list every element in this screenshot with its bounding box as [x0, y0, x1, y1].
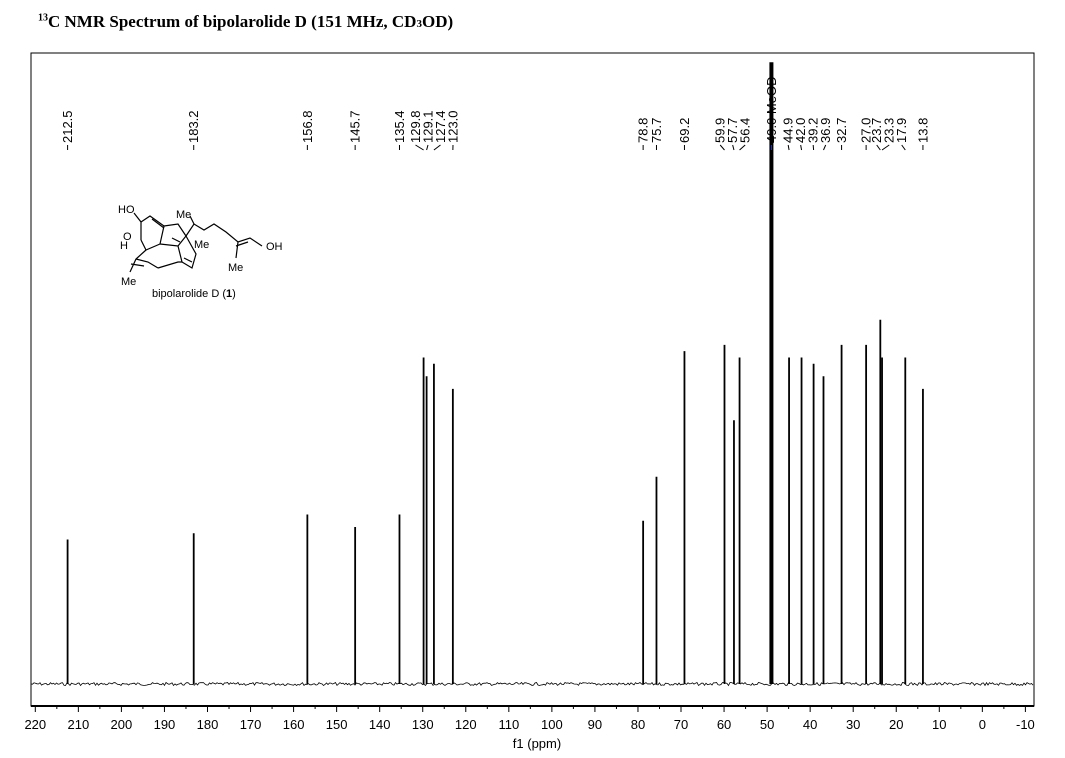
peak-label: 32.7	[834, 118, 849, 143]
peak-label: 57.7	[725, 118, 740, 143]
peak-label: 49.0 MeOD	[764, 77, 779, 143]
peak-label-leader	[433, 144, 441, 151]
peak-label: 78.8	[636, 118, 651, 143]
structure-bond	[135, 258, 159, 269]
peak-label-leader	[823, 144, 827, 151]
x-tick-label: 80	[631, 717, 645, 732]
peak-label: 145.7	[348, 110, 363, 143]
x-tick-label: 200	[111, 717, 133, 732]
peak-label-leader	[800, 144, 803, 151]
x-tick-label: 160	[283, 717, 305, 732]
peak-labels: 212.5 183.2 156.8 145.7 135.4 129.8129.1127.4…	[60, 77, 930, 151]
label-me-chain: Me	[228, 262, 243, 274]
peak-label-leader	[787, 144, 790, 151]
x-tick-label: 70	[674, 717, 688, 732]
label-ho: HO	[118, 204, 135, 216]
structure-bond	[140, 215, 165, 251]
x-axis-title: f1 (ppm)	[513, 736, 561, 751]
x-tick-label: 130	[412, 717, 434, 732]
label-me-left: Me	[121, 276, 136, 288]
x-tick-label: 0	[979, 717, 986, 732]
peak-label: 23.3	[882, 118, 897, 143]
peak-label-leader	[426, 144, 429, 151]
peak-label-leader	[732, 144, 735, 151]
peak-label: 59.9	[713, 118, 728, 143]
structure-chain	[185, 223, 263, 247]
title-subscript: 3	[416, 18, 422, 30]
peak-label: 36.9	[818, 118, 833, 143]
x-tick-label: -10	[1016, 717, 1035, 732]
x-tick-label: 50	[760, 717, 774, 732]
peak-label: 156.8	[300, 110, 315, 143]
structure-bond	[157, 261, 182, 269]
structure-bond	[189, 215, 195, 225]
structure-double-bond	[183, 257, 193, 263]
x-tick-label: 190	[154, 717, 176, 732]
label-o-ketone: O	[123, 231, 132, 243]
peak-label-leader	[876, 144, 881, 151]
x-tick-label: 30	[846, 717, 860, 732]
peak-label: 23.7	[869, 118, 884, 143]
compound-label-text: bipolarolide D (	[152, 288, 226, 300]
x-tick-label: 10	[932, 717, 946, 732]
peak-label: 129.1	[420, 110, 435, 143]
x-tick-label: 100	[541, 717, 563, 732]
peak-label: 183.2	[186, 110, 201, 143]
title-text-a: C NMR Spectrum of bipolarolide D (151 MH…	[48, 12, 417, 31]
x-tick-label: 220	[24, 717, 46, 732]
chart-title: 13C NMR Spectrum of bipolarolide D (151 …	[38, 12, 453, 32]
label-oh: OH	[266, 241, 283, 253]
x-tick-label: 90	[588, 717, 602, 732]
compound-label-end: )	[232, 288, 236, 300]
x-tick-label: 120	[455, 717, 477, 732]
structure-double-bond	[130, 263, 145, 267]
peak-label: 135.4	[392, 110, 407, 143]
structure-bond	[171, 237, 181, 243]
peak-label: 13.8	[915, 118, 930, 143]
isotope-superscript: 13	[38, 12, 48, 24]
x-tick-label: 170	[240, 717, 262, 732]
x-tick-label: 210	[68, 717, 90, 732]
peak-label: 129.8	[408, 110, 423, 143]
peak-lines	[66, 62, 924, 684]
structure-bond	[177, 235, 197, 269]
peak-label: 75.7	[649, 118, 664, 143]
compound-number: 1	[226, 288, 232, 300]
label-h: H	[120, 240, 128, 252]
peak-label: 123.0	[445, 110, 460, 143]
peak-label: 42.0	[793, 118, 808, 143]
x-tick-label: 40	[803, 717, 817, 732]
peak-label: 17.9	[894, 118, 909, 143]
x-tick-label: 150	[326, 717, 348, 732]
peak-label: 127.4	[433, 110, 448, 143]
peak-label: 27.0	[859, 118, 874, 143]
x-tick-label: 140	[369, 717, 391, 732]
peak-label-leader	[881, 144, 890, 151]
compound-label: bipolarolide D (1)	[152, 288, 236, 300]
peak-label-leader	[415, 144, 424, 151]
plot-frame	[30, 52, 1035, 707]
x-tick-label: 180	[197, 717, 219, 732]
x-tick-label: 20	[889, 717, 903, 732]
label-me-mid: Me	[194, 239, 209, 251]
peak-label: 212.5	[60, 110, 75, 143]
peak-label-leader	[739, 144, 746, 151]
label-me-top: Me	[176, 209, 191, 221]
structure-double-bond	[151, 218, 165, 229]
peak-label: 44.9	[781, 118, 796, 143]
peak-label: 69.2	[677, 118, 692, 143]
peak-label-leader	[719, 144, 725, 151]
x-tick-label: 60	[717, 717, 731, 732]
structure-labels: HO Me O H Me OH Me Me bipolarolide D (1)	[118, 204, 283, 300]
x-axis-ticks: 220 210 200 190 180 170 160 150 140 130 120 110 100 9…	[24, 706, 1035, 732]
peak-label-leader	[901, 144, 906, 151]
title-text-b: OD)	[421, 12, 454, 31]
structure-bond	[235, 241, 239, 259]
chemical-structure	[129, 212, 263, 273]
peak-label: 39.2	[806, 118, 821, 143]
peak-label: 56.4	[738, 118, 753, 143]
x-tick-label: 110	[498, 717, 519, 732]
